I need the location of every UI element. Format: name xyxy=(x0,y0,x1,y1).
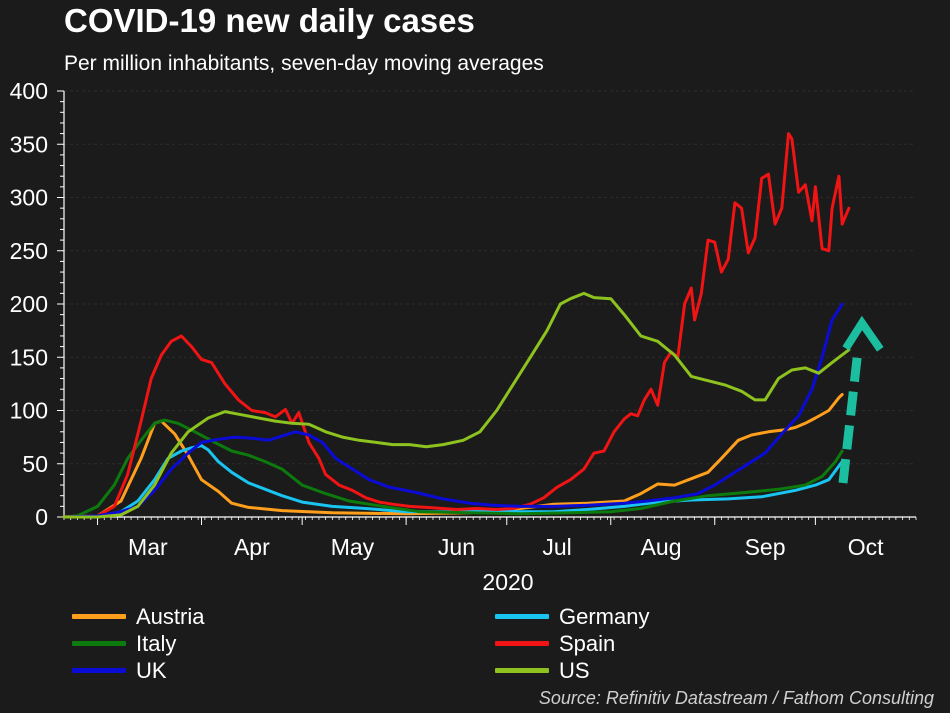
source-note: Source: Refinitiv Datastream / Fathom Co… xyxy=(538,688,934,708)
legend-label-austria: Austria xyxy=(136,603,205,629)
x-tick-label: Aug xyxy=(641,534,682,560)
series-line-us xyxy=(62,291,851,519)
legend-item-germany: Germany xyxy=(495,603,649,630)
legend-item-spain: Spain xyxy=(495,630,615,657)
legend-label-uk: UK xyxy=(136,657,167,683)
axes: 0 50 100 150 200 250 300 350 400 Mar Apr May Jun Jul A… xyxy=(10,78,917,595)
y-tick-label: 150 xyxy=(10,344,48,370)
legend-item-italy: Italy xyxy=(72,630,176,657)
legend-label-germany: Germany xyxy=(559,603,650,629)
legend-swatch-italy xyxy=(72,641,126,646)
y-tick-label: 400 xyxy=(10,78,48,104)
y-tick-label: 100 xyxy=(10,398,48,424)
legend-label-italy: Italy xyxy=(136,630,177,656)
legend-item-uk: UK xyxy=(72,657,167,684)
legend-swatch-spain xyxy=(495,641,549,646)
legend-swatch-germany xyxy=(495,614,549,619)
series-line-italy xyxy=(62,418,844,519)
y-tick-label: 300 xyxy=(10,185,48,211)
series-line-germany xyxy=(62,444,844,519)
legend-swatch-austria xyxy=(72,614,126,619)
x-tick-label: Sep xyxy=(745,534,786,560)
x-tick-label: May xyxy=(331,534,375,560)
chart-title: COVID-19 new daily cases xyxy=(64,2,475,39)
x-tick-label: Jul xyxy=(542,534,571,560)
legend-label-us: US xyxy=(559,657,590,683)
series-line-spain xyxy=(62,132,851,519)
dashed-arrow-shaft xyxy=(838,349,863,484)
legend-label-spain: Spain xyxy=(559,630,616,656)
series-line-uk xyxy=(62,302,844,519)
x-axis-label: 2020 xyxy=(482,569,533,595)
legend-item-us: US xyxy=(495,657,590,684)
x-tick-label: Apr xyxy=(234,534,270,560)
series-lines xyxy=(62,132,851,519)
chart-subtitle: Per million inhabitants, seven-day movin… xyxy=(64,52,544,75)
dashed-arrow-head xyxy=(842,315,884,352)
y-tick-label: 200 xyxy=(10,291,48,317)
x-tick-label: Jun xyxy=(438,534,475,560)
x-tick-label: Mar xyxy=(128,534,168,560)
annotations xyxy=(838,315,884,484)
y-tick-label: 0 xyxy=(35,504,48,530)
chart-legend: Austria Germany Italy Spain UK US xyxy=(72,601,912,685)
legend-swatch-us xyxy=(495,668,549,673)
legend-swatch-uk xyxy=(72,668,126,673)
y-tick-label: 350 xyxy=(10,131,48,157)
x-tick-label: Oct xyxy=(848,534,884,560)
grid-lines xyxy=(64,90,916,465)
y-tick-label: 50 xyxy=(22,451,48,477)
legend-item-austria: Austria xyxy=(72,603,204,630)
line-chart: 0 50 100 150 200 250 300 350 400 Mar Apr May Jun Jul A… xyxy=(10,78,917,595)
y-tick-label: 250 xyxy=(10,238,48,264)
